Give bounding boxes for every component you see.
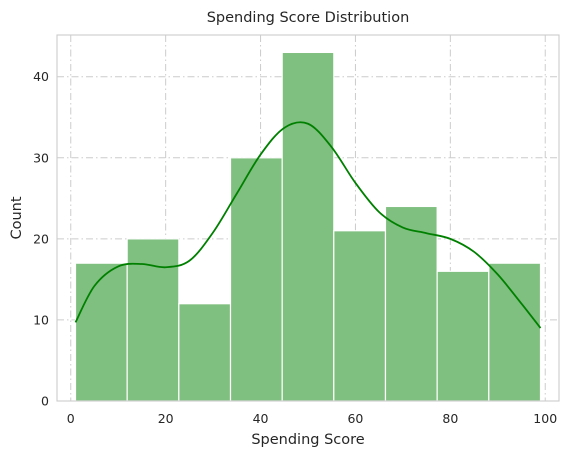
histogram-bars bbox=[74, 51, 542, 402]
histogram-bar bbox=[436, 270, 490, 402]
histogram-bar bbox=[333, 230, 387, 402]
chart-title: Spending Score Distribution bbox=[207, 10, 410, 26]
plot-frame bbox=[56, 34, 560, 402]
y-tick-label: 10 bbox=[33, 312, 49, 327]
histogram-bar bbox=[229, 157, 283, 402]
x-tick-label: 20 bbox=[158, 411, 174, 426]
x-tick-label: 40 bbox=[253, 411, 269, 426]
x-tick-label: 0 bbox=[67, 411, 75, 426]
x-tick-label: 100 bbox=[533, 411, 557, 426]
y-tick-label: 30 bbox=[33, 150, 49, 165]
kde-curve-group bbox=[74, 121, 542, 329]
histogram-bar bbox=[384, 205, 438, 402]
axis-ticks: 0 20 40 60 80 100 0 10 20 30 40 bbox=[33, 69, 557, 426]
x-tick-label: 60 bbox=[347, 411, 363, 426]
y-tick-label: 0 bbox=[41, 394, 49, 409]
y-axis-label: Count bbox=[9, 196, 25, 239]
y-tick-label: 20 bbox=[33, 231, 49, 246]
histogram-bar bbox=[488, 262, 542, 402]
x-axis-label: Spending Score bbox=[251, 432, 364, 448]
histogram-bar bbox=[178, 303, 232, 402]
histogram-bar bbox=[281, 51, 335, 402]
y-tick-label: 40 bbox=[33, 69, 49, 84]
x-tick-label: 80 bbox=[442, 411, 458, 426]
histogram-bar bbox=[74, 262, 128, 402]
kde-curve bbox=[74, 121, 542, 329]
